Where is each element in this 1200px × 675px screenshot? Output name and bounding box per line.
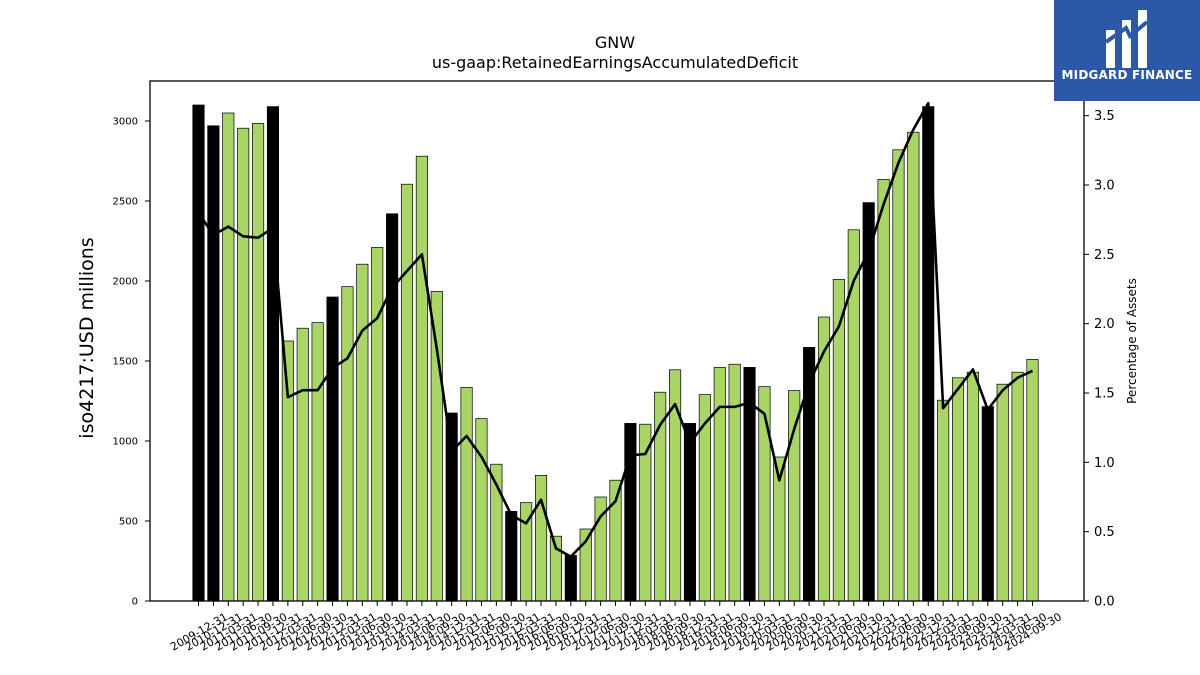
plot-frame [149,80,1085,602]
y2-axis-label: Percentage of Assets [1125,278,1139,404]
bar [400,183,414,602]
bar [877,179,890,602]
axes: 0 500 1000 1500 2000 2500 3000 0.0 0.5 1.0 1.5 2.0 2… [113,80,1115,654]
bar [415,155,428,602]
y2-tick-label: 2.0 [1094,317,1115,332]
brand-logo-text: MIDGARD FINANCE [1061,68,1193,82]
bar [728,363,741,602]
bar [862,202,875,602]
bar [252,123,265,602]
y-tick-label: 0 [132,597,138,608]
bar [937,399,950,602]
bar [296,327,309,602]
bar [1026,359,1039,602]
bar [237,127,250,602]
y-tick-label: 2500 [113,197,138,208]
bar [981,406,994,602]
bar [311,322,324,602]
chart-subtitle: us-gaap:RetainedEarningsAccumulatedDefic… [432,53,798,72]
bar [624,423,637,602]
y2-tick-label: 3.0 [1094,179,1115,194]
bar [475,418,488,602]
bar [207,125,220,602]
chart-title: GNW [595,33,635,52]
bar [505,511,518,602]
bar [951,377,965,602]
bar [281,340,294,602]
bar [907,131,920,602]
midgard-logo-icon [1104,10,1149,68]
y-tick-label: 1000 [113,437,138,448]
bar [341,286,354,602]
bar [892,149,905,602]
y-tick-label: 3000 [113,117,138,128]
bar [996,383,1009,602]
bar [445,412,458,602]
bar [326,296,339,602]
bar [713,367,726,602]
bar [192,104,205,602]
bar [386,213,399,602]
bar [266,106,280,602]
pct-assets-line [197,101,1034,558]
bar [430,291,443,602]
bar [966,371,979,602]
bar [222,112,235,602]
bar [534,475,548,602]
brand-logo: MIDGARD FINANCE [1054,0,1200,101]
y2-tick-label: 0.0 [1094,595,1115,610]
y2-tick-label: 1.0 [1094,456,1115,471]
bar [371,247,384,602]
y-tick-label: 2000 [113,277,138,288]
y2-tick-label: 1.5 [1094,387,1115,402]
y-tick-label: 1500 [113,357,138,368]
bar-series [192,104,1039,602]
bar [460,387,473,602]
y2-tick-label: 3.5 [1094,109,1115,124]
y2-tick-label: 0.5 [1094,525,1115,540]
bar [788,390,801,602]
pct-assets-series [197,101,1034,558]
bar [639,423,652,602]
y-tick-label: 500 [119,517,138,528]
y2-tick-label: 2.5 [1094,248,1115,263]
bar [564,555,577,602]
bar [1011,371,1024,602]
bar [683,423,697,602]
bar [847,229,860,602]
bar [356,263,369,602]
y-axis-label: iso4217:USD millions [76,237,98,438]
